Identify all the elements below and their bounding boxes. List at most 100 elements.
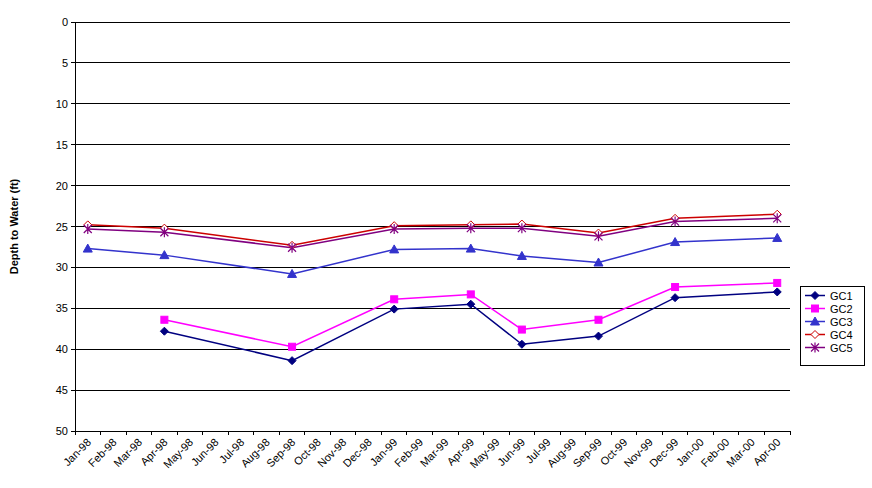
grid-line	[75, 390, 790, 391]
x-tick	[406, 431, 407, 435]
series-line	[88, 238, 777, 274]
data-point	[83, 244, 92, 252]
data-point	[594, 258, 603, 266]
data-point	[594, 231, 602, 241]
y-tick-label: 40	[56, 343, 68, 355]
data-point	[518, 326, 525, 333]
data-point	[84, 224, 92, 234]
data-point	[517, 251, 526, 259]
x-tick	[483, 431, 484, 435]
data-point	[467, 300, 475, 308]
x-tick	[560, 431, 561, 435]
y-tick	[71, 226, 75, 227]
x-tick	[330, 431, 331, 435]
series-line	[88, 214, 777, 245]
legend-marker	[811, 343, 819, 353]
x-tick	[432, 431, 433, 435]
grid-line	[75, 22, 790, 23]
y-tick-label: 35	[56, 302, 68, 314]
data-point	[466, 244, 475, 252]
grid-line	[75, 62, 790, 63]
x-tick	[202, 431, 203, 435]
x-tick	[738, 431, 739, 435]
data-point	[773, 233, 782, 241]
data-point	[289, 343, 296, 350]
x-tick-label: Mar-98	[111, 436, 144, 469]
data-point	[671, 238, 680, 246]
x-tick	[355, 431, 356, 435]
data-point	[595, 316, 602, 323]
series-line	[164, 292, 777, 361]
grid-line	[75, 267, 790, 268]
data-point	[518, 223, 526, 233]
y-tick	[71, 144, 75, 145]
x-tick-label: May-98	[161, 436, 195, 470]
y-axis	[75, 22, 76, 431]
legend-box	[800, 287, 864, 366]
x-tick	[790, 431, 791, 435]
x-tick	[75, 431, 76, 435]
legend-label: GC1	[830, 290, 853, 302]
plot-area	[83, 210, 781, 364]
x-tick	[100, 431, 101, 435]
data-point	[594, 332, 602, 340]
y-tick-label: 0	[62, 16, 68, 28]
y-tick-label: 30	[56, 261, 68, 273]
x-tick	[151, 431, 152, 435]
x-tick	[458, 431, 459, 435]
data-point	[288, 243, 296, 253]
y-tick	[71, 267, 75, 268]
data-point	[161, 316, 168, 323]
legend-label: GC2	[830, 303, 853, 315]
data-point	[390, 245, 399, 253]
y-tick-label: 5	[62, 57, 68, 69]
x-tick-label: Mar-00	[724, 436, 757, 469]
y-tick	[71, 308, 75, 309]
data-point	[288, 269, 297, 277]
legend-label: GC3	[830, 316, 853, 328]
data-point	[390, 305, 398, 313]
data-point	[160, 227, 168, 237]
x-tick-label: Jun-98	[189, 436, 221, 468]
x-tick-label: Sep-98	[264, 436, 298, 470]
legend-label: GC5	[830, 342, 853, 354]
x-tick	[662, 431, 663, 435]
x-tick-label: Sep-99	[570, 436, 604, 470]
x-tick	[636, 431, 637, 435]
chart: 05101520253035404550Jan-98Feb-98Mar-98Ap…	[0, 0, 872, 488]
y-tick	[71, 431, 75, 432]
legend-label: GC4	[830, 329, 853, 341]
data-point	[467, 223, 475, 233]
legend: GC1GC2GC3GC4GC5	[800, 287, 864, 366]
x-tick	[304, 431, 305, 435]
series-line	[164, 283, 777, 347]
y-tick-label: 45	[56, 384, 68, 396]
x-tick	[713, 431, 714, 435]
legend-marker	[811, 292, 819, 300]
y-tick	[71, 103, 75, 104]
y-tick	[71, 62, 75, 63]
x-tick-label: Dec-99	[647, 436, 681, 470]
y-tick-label: 10	[56, 98, 68, 110]
x-tick-label: Apr-00	[751, 436, 783, 468]
y-tick	[71, 390, 75, 391]
x-tick	[126, 431, 127, 435]
legend-marker	[811, 331, 819, 339]
y-tick	[71, 185, 75, 186]
x-tick	[611, 431, 612, 435]
y-tick-label: 20	[56, 180, 68, 192]
y-tick-label: 15	[56, 139, 68, 151]
data-point	[390, 224, 398, 234]
x-tick	[177, 431, 178, 435]
data-point	[773, 213, 781, 223]
x-tick	[381, 431, 382, 435]
x-tick	[687, 431, 688, 435]
data-point	[160, 251, 169, 259]
x-tick-label: Mar-99	[418, 436, 451, 469]
data-point	[671, 294, 679, 302]
grid-line	[75, 144, 790, 145]
x-tick	[279, 431, 280, 435]
grid-line	[75, 308, 790, 309]
x-tick-label: Dec-98	[341, 436, 375, 470]
y-tick	[71, 22, 75, 23]
